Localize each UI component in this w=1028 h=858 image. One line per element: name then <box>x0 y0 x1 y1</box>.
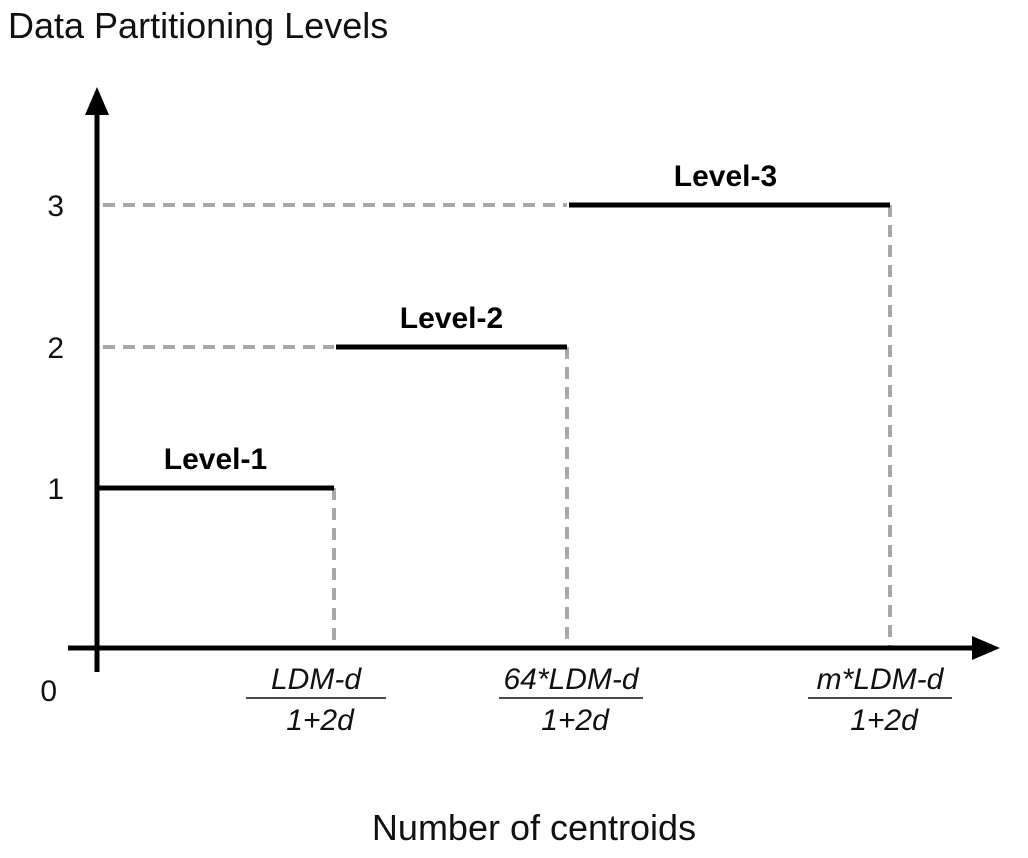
x-tick-labels: LDM-d 1+2d 64*LDM-d 1+2d m*LDM-d 1+2d <box>246 663 952 737</box>
x-tick-denominator: 1+2d <box>286 704 355 737</box>
y-tick-labels: 1 2 3 <box>47 190 64 506</box>
y-tick-label: 3 <box>47 190 64 223</box>
x-axis-arrow <box>972 636 1000 660</box>
y-axis-title: Data Partitioning Levels <box>8 5 388 46</box>
step-series: Level-1 Level-2 Level-3 <box>97 160 890 491</box>
step-label: Level-1 <box>164 443 267 476</box>
x-axis-title: Number of centroids <box>372 807 696 848</box>
x-tick-numerator: m*LDM-d <box>817 663 945 696</box>
guide-lines <box>103 203 892 646</box>
x-tick-numerator: 64*LDM-d <box>503 663 639 696</box>
step-label: Level-2 <box>400 302 503 335</box>
origin-label: 0 <box>40 675 57 708</box>
step-label: Level-3 <box>674 160 777 193</box>
x-tick-denominator: 1+2d <box>541 704 610 737</box>
x-tick-denominator: 1+2d <box>850 704 919 737</box>
y-axis-arrow <box>85 87 109 115</box>
x-tick-numerator: LDM-d <box>271 663 362 696</box>
y-tick-label: 2 <box>47 332 64 365</box>
y-tick-label: 1 <box>47 473 64 506</box>
